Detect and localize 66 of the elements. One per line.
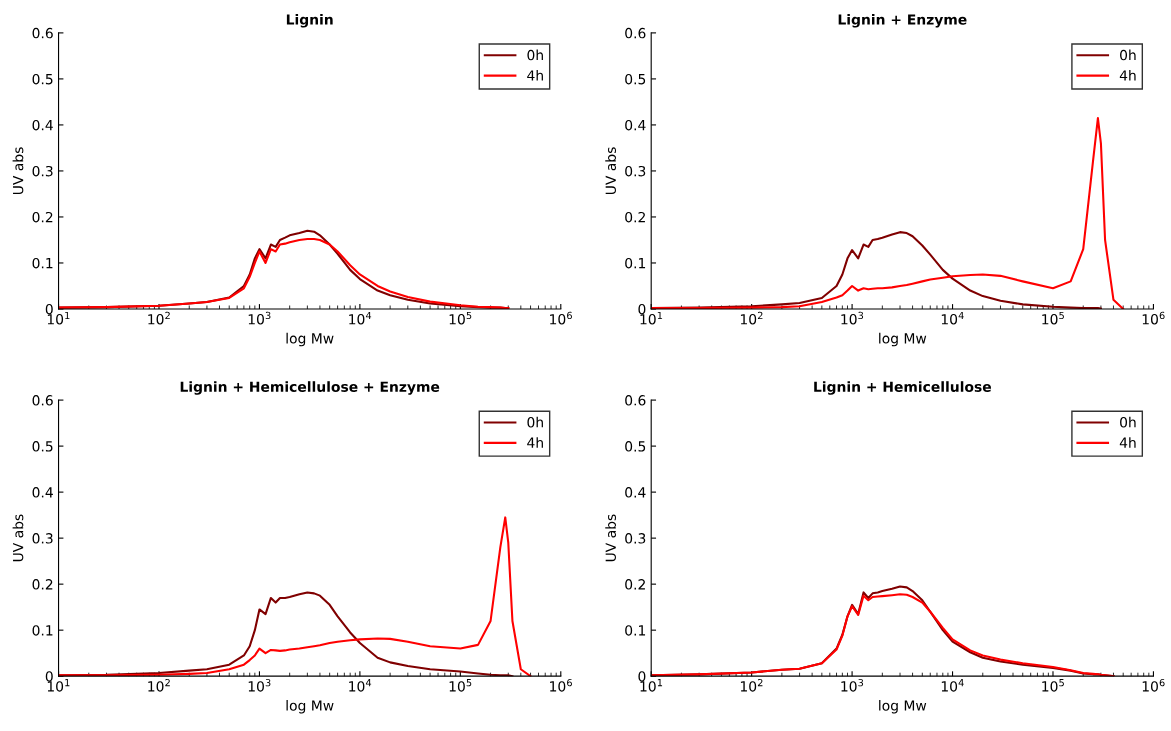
legend-label: 0h [527,416,543,428]
y-tick-label: 0.5 [32,73,53,85]
x-tick-label: 10$^{4}$ [941,311,964,325]
x-tick-label: 10$^{2}$ [740,311,763,325]
y-tick-label: 0.2 [32,211,53,223]
y-tick-label: 0.1 [32,257,53,269]
y-tick-label: 0.5 [32,441,53,452]
y-tick-label: 0.4 [625,119,646,131]
x-tick-label: 10$^{5}$ [1042,679,1064,692]
y-axis-title: UV abs [12,514,24,562]
y-tick-label: 0.5 [625,441,646,452]
y-tick-label: 0.6 [625,395,646,406]
chart-title: Lignin + Hemicellulose [814,381,991,395]
y-tick-label: 0.5 [625,73,646,85]
chart-title: Lignin + Enzyme [838,14,967,28]
y-tick-label: 0.3 [625,533,646,544]
y-tick-label: 0.1 [32,625,53,636]
y-tick-label: 0.6 [32,27,53,39]
legend-label: 0h [1120,49,1136,61]
x-axis-title: log Mw [879,332,927,347]
x-tick-label: 10$^{6}$ [1142,678,1165,692]
y-tick-label: 0.4 [32,487,53,498]
x-tick-label: 10$^{3}$ [841,311,864,325]
x-tick-label: 10$^{4}$ [349,679,372,692]
chart-title: Lignin + Hemicellulose + Enzyme [180,381,440,395]
chart-title: Lignin [286,14,333,28]
x-tick-label: 10$^{3}$ [248,678,271,692]
x-axis-title: log Mw [286,332,334,347]
y-tick-label: 0.6 [32,395,53,406]
y-tick-label: 0.4 [625,487,646,498]
legend-label: 4h [1119,69,1136,81]
x-tick-label: 10$^{6}$ [1142,311,1165,325]
y-axis-title: UV abs [12,147,24,195]
y-tick-label: 0.2 [625,579,645,590]
x-tick-label: 10$^{4}$ [941,679,964,692]
legend-label: 0h [1120,416,1136,428]
y-axis-title: UV abs [605,147,616,195]
y-tick-label: 0.3 [32,165,53,177]
y-tick-label: 0.3 [32,533,53,544]
y-tick-label: 0.2 [625,211,645,223]
x-tick-label: 10$^{5}$ [449,679,472,692]
y-tick-label: 0.6 [625,27,646,39]
legend-label: 4h [527,437,543,448]
legend-label: 4h [527,69,543,81]
y-axis-title: UV abs [605,514,616,562]
y-tick-label: 0.3 [625,165,646,177]
x-tick-label: 10$^{4}$ [349,311,372,325]
x-axis-title: log Mw [879,700,927,714]
x-tick-label: 10$^{2}$ [740,678,763,692]
y-tick-label: 0.4 [32,119,53,131]
legend-label: 4h [1119,437,1136,448]
x-tick-label: 10$^{6}$ [550,678,572,692]
x-tick-label: 10$^{6}$ [550,311,572,325]
x-tick-label: 10$^{3}$ [841,678,864,692]
y-tick-label: 0.1 [625,625,646,636]
y-tick-label: 0 [638,671,646,682]
y-tick-label: 0.2 [32,579,53,590]
x-tick-label: 10$^{2}$ [148,678,170,692]
x-axis-title: log Mw [286,700,334,714]
x-tick-label: 10$^{2}$ [148,311,170,325]
x-tick-label: 10$^{5}$ [449,311,472,325]
legend-label: 0h [527,49,543,61]
x-tick-label: 10$^{3}$ [248,311,271,325]
y-tick-label: 0 [45,671,53,682]
x-tick-label: 10$^{5}$ [1042,311,1064,325]
y-tick-label: 0.1 [625,257,646,269]
